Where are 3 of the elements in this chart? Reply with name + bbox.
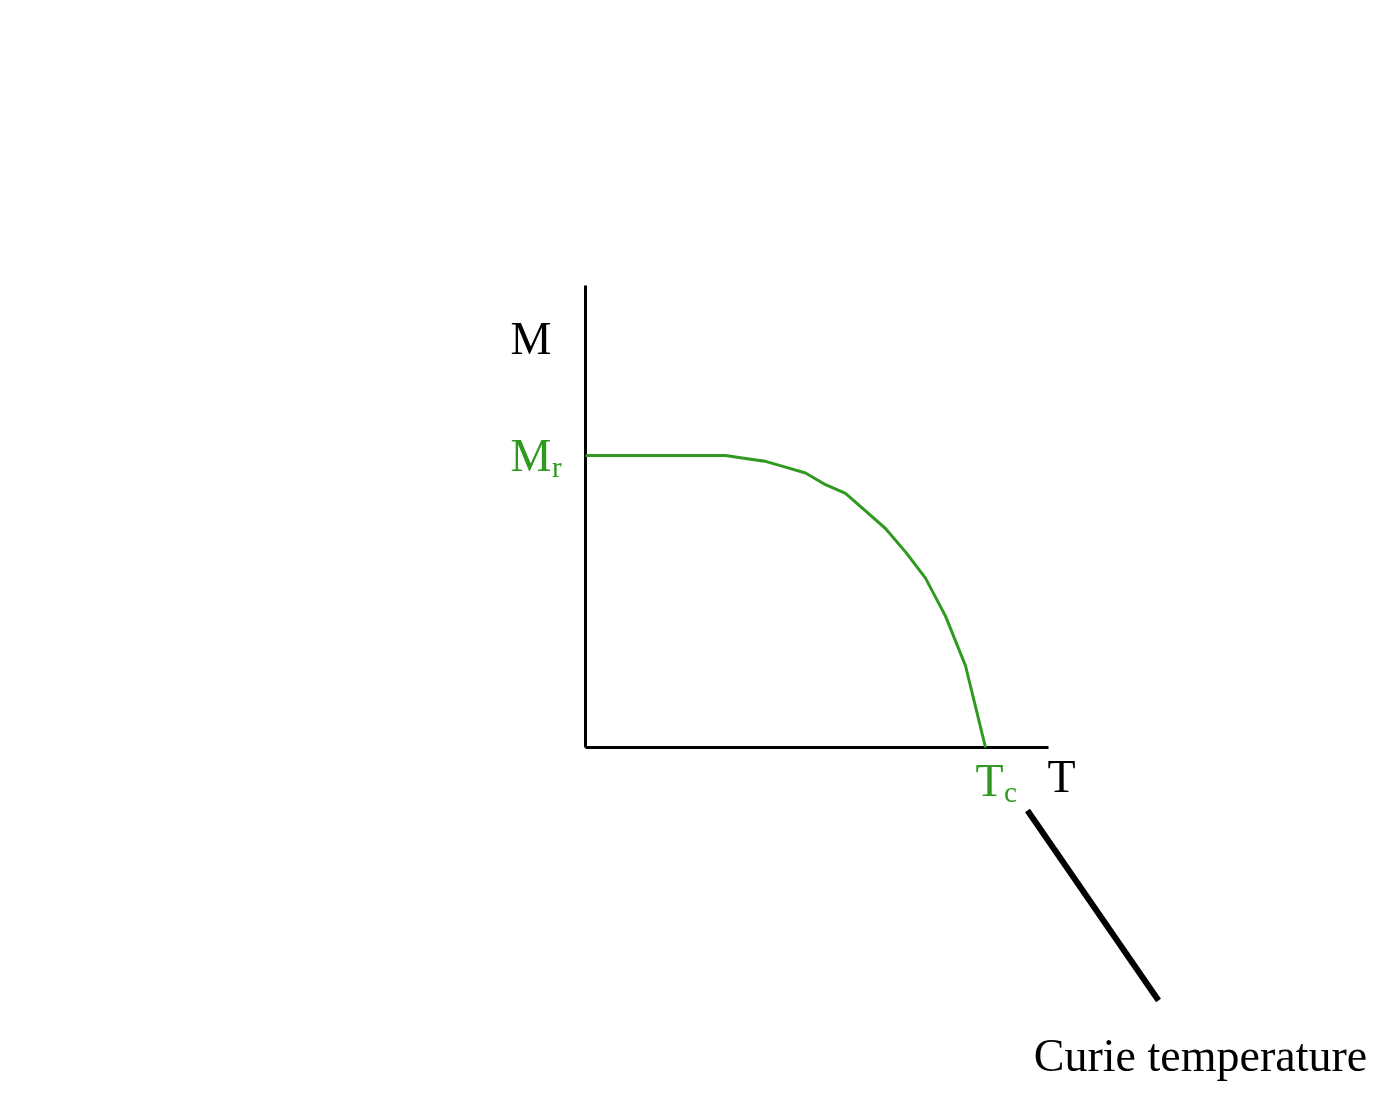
x-axis-title: T: [1047, 751, 1076, 802]
text: Curie temperature: [1033, 1030, 1368, 1081]
y-axis-title: M: [510, 313, 552, 364]
